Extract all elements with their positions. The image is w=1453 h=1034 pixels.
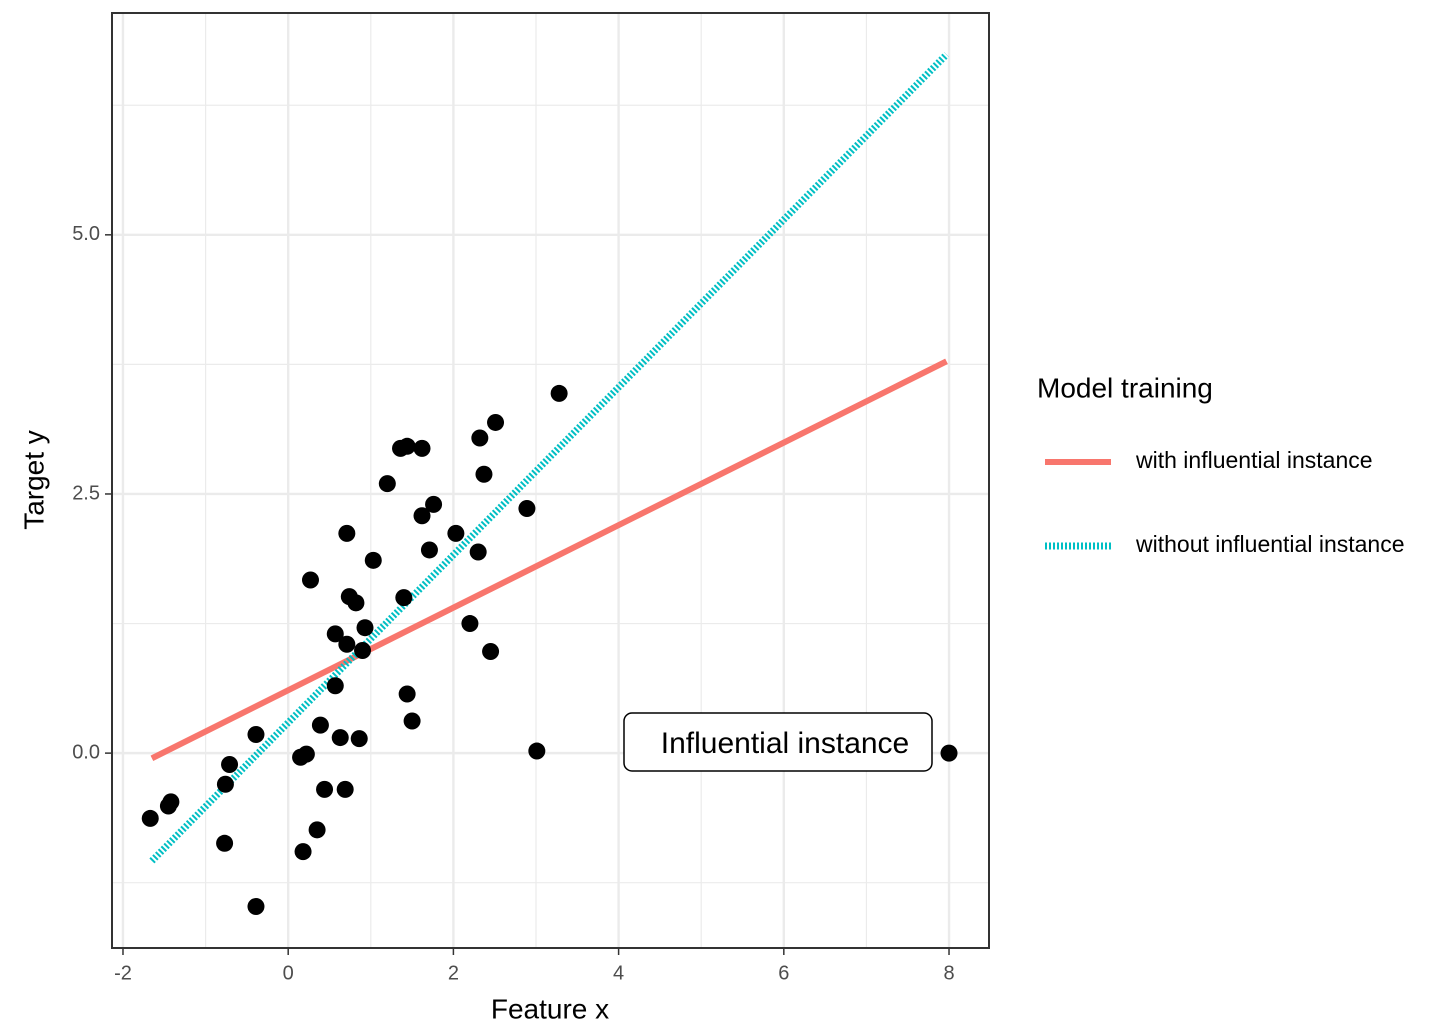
point — [528, 742, 546, 760]
point — [216, 834, 234, 852]
point — [364, 551, 382, 569]
point — [378, 475, 396, 493]
point — [354, 642, 372, 659]
regression-line — [149, 52, 950, 864]
point — [221, 756, 239, 774]
point — [518, 499, 536, 517]
point — [447, 524, 465, 542]
point — [471, 429, 489, 447]
plot-border — [111, 12, 990, 949]
x-tick-label: 8 — [943, 962, 954, 984]
x-axis-title: Feature x — [491, 993, 609, 1024]
point — [247, 725, 265, 743]
point — [247, 898, 265, 916]
point — [413, 507, 431, 525]
point — [350, 730, 368, 748]
point — [482, 643, 500, 661]
point — [326, 677, 344, 695]
point — [395, 589, 413, 607]
legend-label: without influential instance — [1135, 531, 1405, 557]
point — [162, 793, 180, 811]
point — [398, 437, 416, 455]
point — [338, 524, 356, 542]
point — [550, 384, 568, 402]
annotation-box — [623, 712, 933, 772]
point — [425, 495, 443, 513]
point — [469, 543, 487, 561]
point — [338, 635, 356, 653]
point — [311, 716, 329, 734]
legend-title: Model training — [1037, 372, 1213, 403]
x-tick-label: 2 — [448, 962, 459, 984]
point — [316, 780, 334, 798]
point — [475, 465, 493, 483]
x-tick-label: 6 — [778, 962, 789, 984]
point — [940, 744, 958, 762]
point — [420, 541, 438, 559]
point — [347, 594, 365, 612]
point — [294, 843, 312, 861]
point — [331, 729, 349, 747]
legend-label: with influential instance — [1135, 447, 1373, 473]
point — [326, 625, 344, 643]
point — [398, 685, 416, 703]
point — [301, 571, 319, 589]
point — [403, 712, 421, 730]
point — [461, 615, 479, 633]
point — [336, 780, 354, 798]
point — [297, 745, 315, 763]
point — [487, 413, 505, 431]
y-tick-label: 2.5 — [72, 482, 100, 504]
annotation: Influential instance — [661, 727, 910, 760]
y-tick-label: 5.0 — [72, 223, 100, 245]
y-tick-label: 0.0 — [72, 741, 100, 763]
y-axis-title: Target y — [18, 430, 49, 530]
x-tick-label: -2 — [114, 962, 132, 984]
point — [216, 775, 234, 793]
regression-line — [150, 358, 948, 761]
point — [141, 809, 159, 827]
point — [413, 439, 431, 457]
x-tick-label: 4 — [613, 962, 624, 984]
point — [308, 821, 326, 839]
x-tick-label: 0 — [283, 962, 294, 984]
point — [356, 619, 374, 637]
